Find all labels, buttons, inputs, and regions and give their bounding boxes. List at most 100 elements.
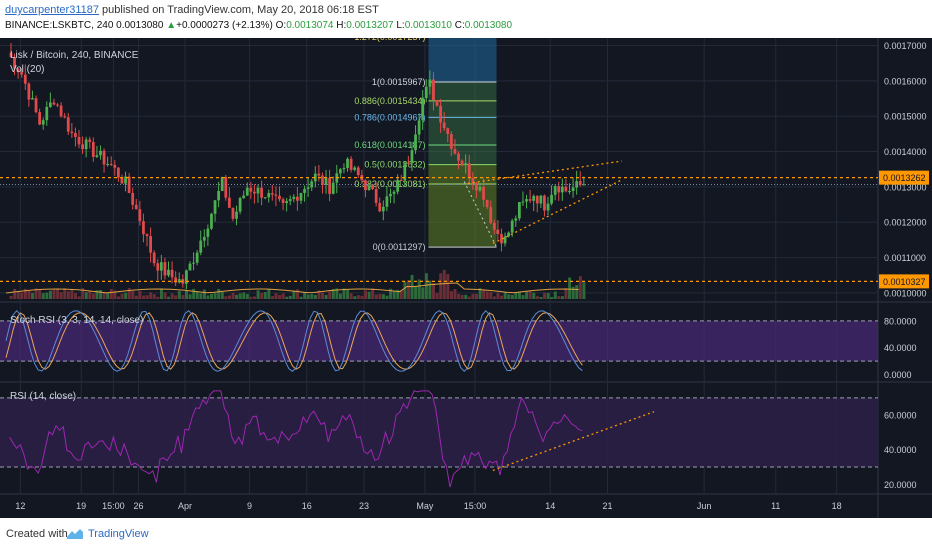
candle-body	[346, 158, 349, 168]
candle-body	[99, 150, 102, 156]
candle-body	[210, 213, 213, 229]
author-link[interactable]: duycarpenter31187	[5, 4, 99, 16]
candle-body	[84, 139, 88, 150]
rsi-tick-label: 40.0000	[884, 445, 917, 455]
fib-level-label: 0.382(0.0013081)	[354, 179, 425, 189]
candle-body	[471, 177, 475, 183]
candle-body	[263, 197, 267, 199]
candle-body	[535, 195, 539, 204]
volume-bar	[134, 295, 138, 299]
tradingview-link[interactable]: TradingView	[88, 528, 149, 540]
volume-bar	[206, 295, 210, 299]
candle-body	[9, 52, 13, 58]
rsi-line	[9, 390, 583, 488]
fib-level-label: 1(0.0015967)	[372, 77, 426, 87]
volume-bar	[381, 294, 385, 299]
volume-bar	[532, 292, 536, 299]
volume-bar	[371, 288, 375, 299]
volume-bar	[406, 280, 410, 299]
candle-body	[356, 167, 360, 176]
volume-bar	[385, 295, 389, 299]
volume-bar	[278, 294, 282, 299]
candle-body	[48, 102, 52, 107]
support-resistance-lines[interactable]	[0, 160, 878, 283]
candle-body	[242, 195, 246, 199]
fib-level-label: 0.5(0.0013632)	[364, 160, 425, 170]
candle-body	[292, 196, 296, 200]
volume-bar	[116, 296, 120, 299]
volume-bar	[199, 293, 203, 299]
candle-body	[564, 186, 568, 192]
volume-bar	[285, 296, 289, 299]
volume-bar	[27, 290, 31, 299]
candle-body	[195, 252, 199, 263]
candle-body	[392, 191, 396, 194]
volume-bar	[525, 291, 529, 299]
volume-bar	[253, 296, 257, 299]
candle-body	[428, 79, 432, 87]
volume-bar	[449, 291, 453, 299]
volume-bar	[496, 292, 500, 299]
price-axis[interactable]: 0.0017000 0.0016000 0.0015000 0.0014000 0.00…	[879, 41, 929, 490]
volume-bars	[5, 269, 586, 299]
volume-bar	[550, 296, 554, 299]
volume-bar	[156, 296, 160, 299]
candle-body	[274, 194, 278, 196]
volume-bar	[120, 293, 124, 299]
candle-body	[231, 207, 235, 219]
candle-body	[582, 184, 586, 186]
candle-body	[149, 236, 152, 253]
volume-bar	[310, 293, 314, 299]
volume-bar	[492, 296, 496, 299]
candle-body	[492, 223, 496, 230]
time-tick-label: 12	[15, 501, 25, 511]
volume-bar	[564, 288, 568, 299]
candle-body	[138, 209, 142, 222]
candle-body	[442, 122, 446, 129]
wedge-upper-trendline	[467, 160, 622, 185]
candle-body	[102, 150, 106, 165]
candle-body	[131, 192, 135, 205]
candle-body	[23, 74, 27, 84]
candle-body	[546, 203, 550, 211]
fibonacci-retracement[interactable]: 1.272(0.0017237) 1(0.0015967) 0.886(0.0015…	[354, 38, 497, 252]
volume-bar	[317, 290, 321, 299]
volume-bar	[9, 295, 13, 299]
price-tick-label: 0.0014000	[884, 147, 927, 157]
volume-bar	[439, 273, 443, 299]
volume-bar	[41, 293, 45, 299]
candle-body	[539, 195, 543, 204]
volume-bar	[31, 292, 35, 299]
candle-body	[460, 160, 464, 166]
volume-bar	[360, 295, 364, 299]
candle-body	[249, 187, 253, 192]
price-tick-label: 0.0011000	[884, 253, 926, 263]
close-label: C:	[454, 20, 465, 31]
high-label: H:	[336, 20, 347, 31]
candle-body	[478, 186, 482, 191]
candle-body	[500, 234, 503, 244]
candle-body	[220, 176, 224, 192]
volume-bar	[521, 295, 525, 299]
time-axis[interactable]: 12 19 26 15:00 Apr 9 16 23 May 15:00 14 21 Jun 11 18	[15, 501, 841, 511]
candle-body	[134, 204, 138, 210]
candle-body	[568, 190, 571, 192]
volume-bar	[485, 291, 489, 299]
volume-bar	[263, 292, 267, 299]
volume-bar	[367, 291, 371, 299]
volume-bar	[185, 290, 188, 299]
volume-bar	[453, 289, 457, 299]
candle-body	[313, 173, 317, 182]
volume-bar	[313, 294, 317, 299]
volume-bar	[396, 289, 400, 299]
volume-bar	[324, 294, 328, 299]
volume-bar	[478, 288, 482, 299]
price-chart[interactable]: 1.272(0.0017237) 1(0.0015967) 0.886(0.0015…	[0, 38, 932, 518]
candle-body	[34, 98, 38, 113]
volume-bar	[270, 296, 274, 299]
high-value: 0.0013207	[346, 20, 394, 31]
rsi-label: RSI (14, close)	[10, 391, 76, 402]
volume-bar	[48, 290, 52, 299]
volume-bar	[56, 288, 60, 299]
candle-body	[106, 164, 110, 166]
